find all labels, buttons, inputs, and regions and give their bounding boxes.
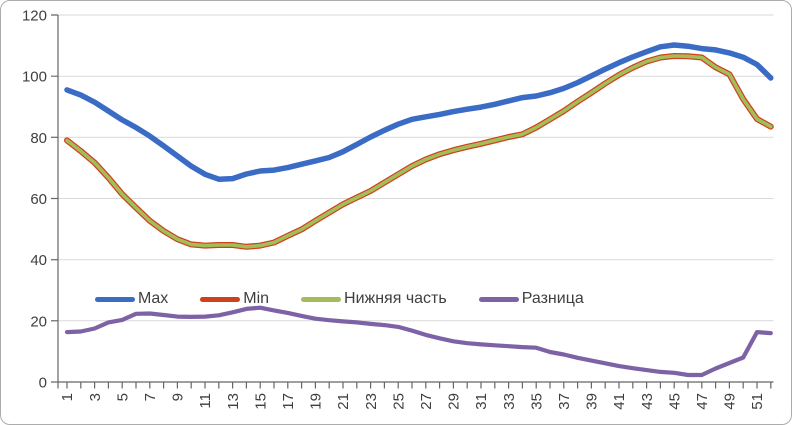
y-tick-label: 80: [30, 130, 47, 147]
x-tick-label: 19: [308, 393, 325, 410]
x-tick-label: 41: [611, 393, 628, 410]
x-tick-label: 47: [694, 393, 711, 410]
x-tick-label: 31: [473, 393, 490, 410]
x-tick-label: 25: [390, 393, 407, 410]
x-tick-label: 27: [418, 393, 435, 410]
x-tick-label: 7: [142, 393, 159, 401]
x-tick-label: 45: [666, 393, 683, 410]
x-tick-label: 39: [584, 393, 601, 410]
x-tick-label: 11: [197, 393, 214, 409]
y-tick-label: 0: [39, 375, 47, 392]
x-tick-label: 13: [225, 393, 242, 410]
x-tick-label: 33: [501, 393, 518, 410]
x-tick-label: 5: [114, 393, 131, 401]
x-tick-label: 23: [363, 393, 380, 410]
x-tick-label: 43: [639, 393, 656, 410]
y-tick-label: 60: [30, 191, 47, 208]
x-tick-label: 49: [722, 393, 739, 410]
x-tick-label: 15: [252, 393, 269, 410]
y-tick-label: 120: [22, 8, 47, 25]
x-tick-label: 37: [556, 393, 573, 410]
x-tick-label: 1: [59, 393, 76, 401]
x-tick-label: 3: [87, 393, 104, 401]
y-tick-label: 40: [30, 252, 47, 269]
y-tick-label: 100: [22, 69, 47, 86]
series-line-lower-part: [65, 54, 773, 249]
x-tick-label: 51: [749, 393, 766, 410]
y-tick-label: 20: [30, 313, 47, 330]
series-line-difference: [64, 305, 773, 378]
x-tick-label: 35: [528, 393, 545, 410]
x-tick-label: 17: [280, 393, 297, 410]
x-tick-label: 9: [170, 393, 187, 401]
series-line-max: [64, 42, 774, 182]
x-tick-label: 21: [335, 393, 352, 410]
x-tick-label: 29: [446, 393, 463, 410]
